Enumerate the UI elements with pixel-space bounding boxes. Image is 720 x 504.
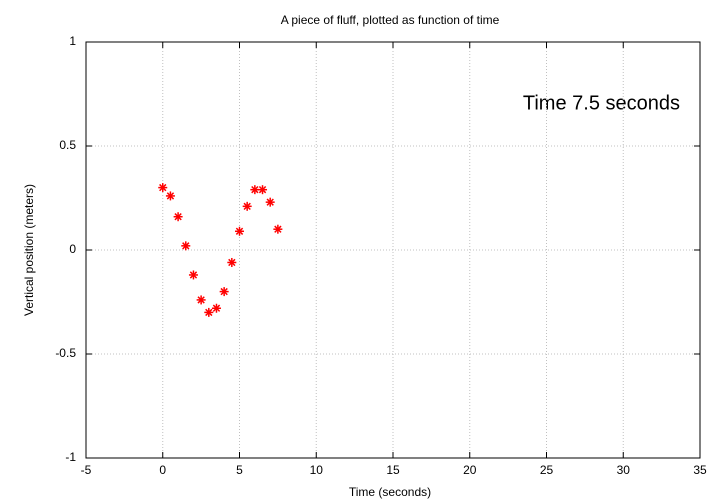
chart-title: A piece of fluff, plotted as function of… [281,13,500,27]
point [250,185,260,195]
y-tick-label: 0 [69,242,76,256]
x-tick-label: 10 [310,463,324,477]
point-stroke [159,183,167,192]
point-stroke [174,213,182,221]
point [219,287,229,297]
x-tick-label: 15 [386,463,400,477]
y-tick-label: 0.5 [59,138,76,152]
point [165,191,175,201]
point [227,257,237,267]
point [242,201,252,211]
point-stroke [220,287,228,296]
point-stroke [197,296,205,304]
y-axis-label: Vertical position (meters) [22,184,36,316]
point [181,241,191,251]
annotation: Time 7.5 seconds [523,92,680,114]
point [273,224,283,234]
point-stroke [235,227,244,235]
point-stroke [212,304,221,312]
y-tick-label: -1 [65,450,76,464]
point-stroke [189,271,198,279]
point [235,226,244,236]
point-stroke [182,242,190,250]
point [196,295,206,305]
x-tick-label: -5 [81,463,92,477]
point [211,303,221,313]
point-stroke [266,198,274,206]
point-stroke [243,202,251,211]
x-tick-label: 0 [159,463,166,477]
x-tick-label: 5 [236,463,243,477]
point [204,307,214,317]
x-axis-label: Time (seconds) [349,485,431,499]
point [158,183,168,193]
plot-frame [85,41,701,459]
x-tick-label: 20 [463,463,477,477]
point-stroke [166,192,175,200]
point-stroke [274,225,282,233]
y-tick-label: 1 [69,34,76,48]
point-stroke [258,185,267,194]
point-stroke [251,185,259,194]
y-tick-label: -0.5 [55,346,76,360]
point-stroke [228,258,236,267]
x-tick-label: 35 [693,463,707,477]
point [173,212,183,222]
point [188,270,198,280]
x-tick-label: 30 [617,463,631,477]
point [258,185,268,195]
point-stroke [205,308,213,317]
point [265,197,275,207]
x-tick-label: 25 [540,463,554,477]
